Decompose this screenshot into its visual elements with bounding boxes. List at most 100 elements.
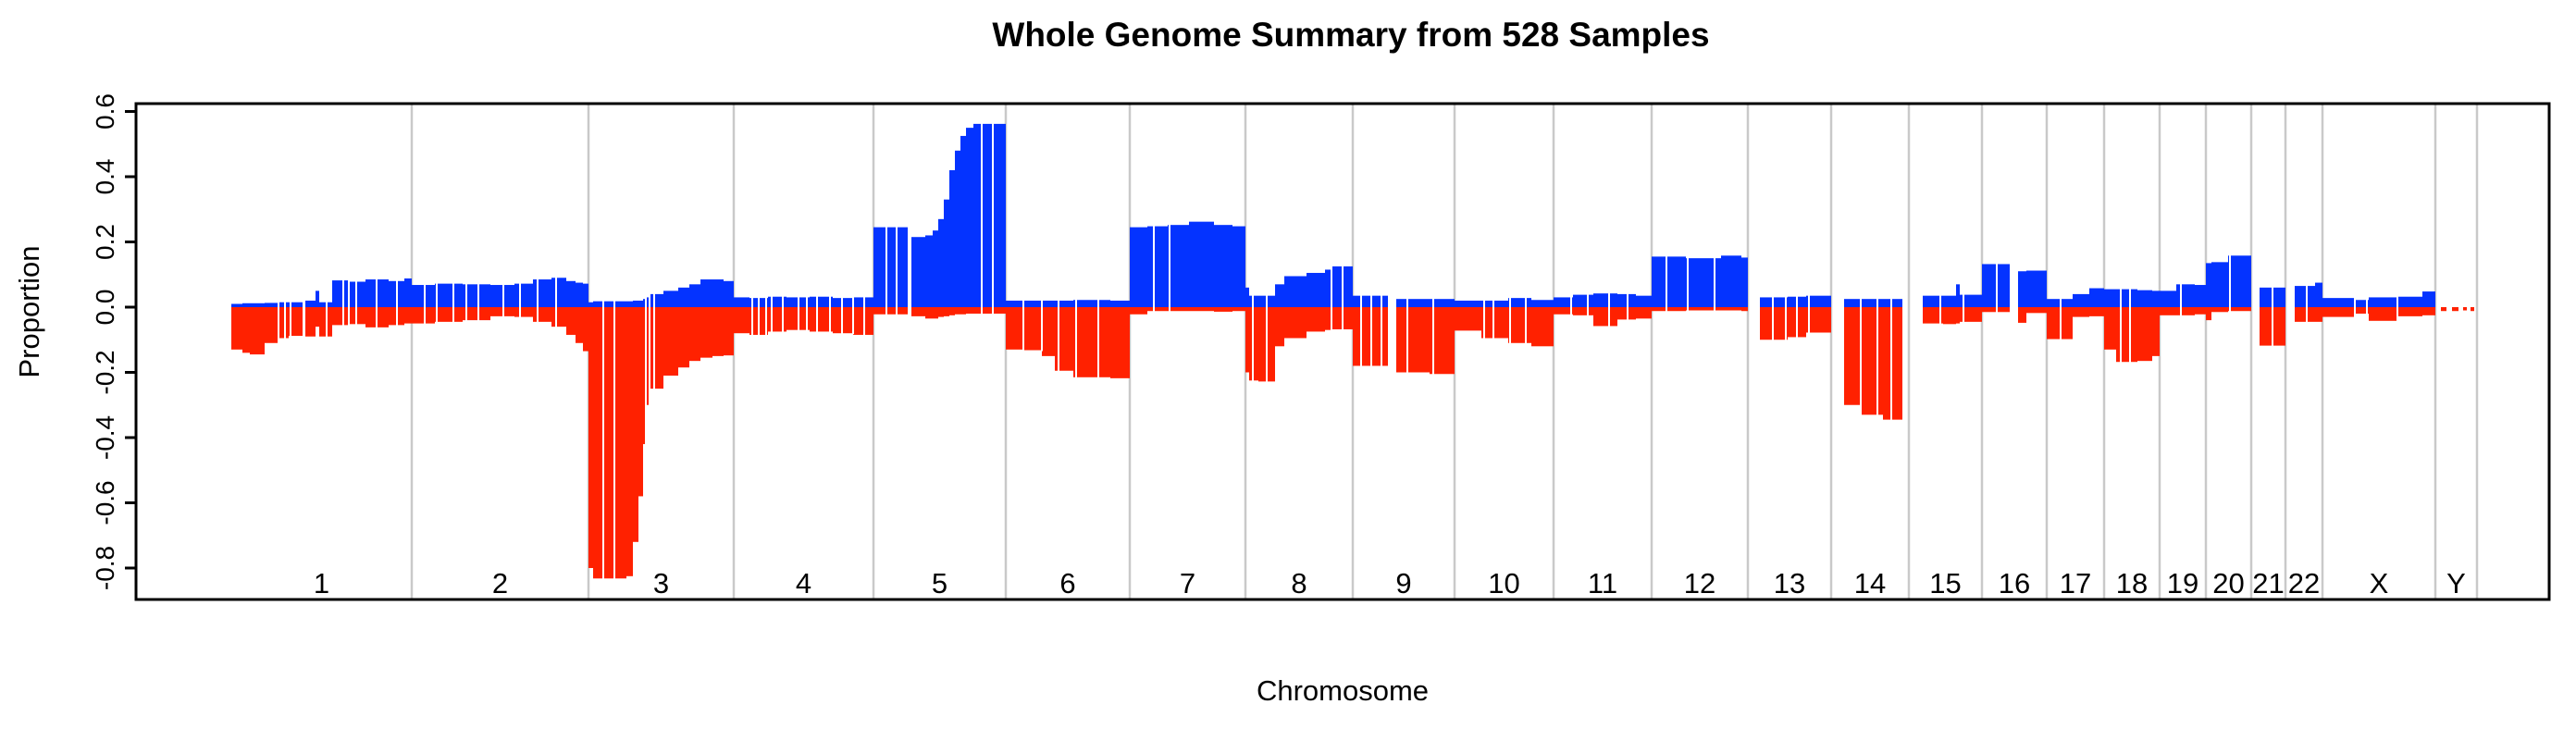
probe-gap — [348, 279, 350, 327]
probe-gap — [537, 278, 539, 323]
loss-bar — [2369, 307, 2398, 321]
loss-bar — [576, 307, 583, 343]
gain-bar — [724, 280, 734, 307]
probe-gap — [1608, 292, 1610, 327]
gain-bar — [949, 169, 955, 307]
gain-bar — [2073, 293, 2089, 307]
loss-bar — [1943, 307, 1956, 325]
gain-bar — [1006, 300, 1023, 307]
gain-bar — [1055, 300, 1073, 307]
gain-bar — [944, 199, 949, 307]
loss-bar — [2452, 307, 2458, 312]
gain-bar — [551, 278, 566, 307]
loss-bar — [2315, 307, 2322, 322]
loss-bar — [305, 307, 316, 337]
loss-bar — [2018, 307, 2026, 323]
probe-gap — [1714, 257, 1715, 312]
gain-bar — [2104, 289, 2116, 307]
chart-generated-layers: 0.60.40.20.0-0.2-0.4-0.6-0.8 1 2 3 4 5 6 7 8 9 10 1… — [91, 93, 2551, 601]
probe-gap — [806, 296, 808, 331]
chromosome-label: 7 — [1180, 567, 1195, 599]
chromosome-label: Y — [2446, 567, 2466, 599]
probe-gap — [1996, 263, 1998, 314]
gain-bar — [1531, 300, 1554, 307]
loss-bar — [332, 307, 349, 326]
gain-bar — [2315, 282, 2322, 307]
loss-bar — [2104, 307, 2116, 350]
probe-gap — [2272, 286, 2273, 347]
chromosome-label: 22 — [2288, 567, 2320, 599]
probe-gap — [502, 284, 504, 317]
gain-bar — [1481, 300, 1508, 307]
probe-gap — [886, 226, 887, 315]
probe-gap — [555, 277, 557, 328]
loss-bar — [873, 307, 908, 315]
loss-bar — [1554, 307, 1573, 315]
loss-bar — [1130, 307, 1147, 315]
probe-gap — [1153, 225, 1155, 313]
chromosome-label: 4 — [796, 567, 811, 599]
gain-bar — [1652, 256, 1686, 307]
x-axis-label: Chromosome — [1257, 674, 1429, 707]
loss-bar — [689, 307, 700, 362]
gain-bar — [2322, 298, 2355, 307]
gain-bar — [960, 135, 966, 307]
loss-bar — [1883, 307, 1902, 420]
loss-bar — [966, 307, 973, 315]
gain-bar — [1275, 284, 1284, 307]
probe-gap — [1785, 296, 1787, 341]
loss-bar — [2463, 307, 2467, 311]
loss-bar — [955, 307, 960, 315]
probe-gap — [452, 282, 454, 323]
loss-bar — [463, 307, 490, 321]
loss-bar — [2322, 307, 2355, 317]
gain-bar — [1189, 221, 1214, 307]
chromosome-label: 10 — [1488, 567, 1519, 599]
chromosome-label: 1 — [314, 567, 329, 599]
probe-gap — [771, 295, 773, 333]
loss-bar — [633, 307, 638, 542]
gain-bar — [588, 302, 593, 307]
probe-gap — [1370, 294, 1372, 367]
loss-bar — [734, 307, 749, 334]
gain-bar — [1325, 269, 1332, 307]
probe-gap — [981, 122, 983, 315]
probe-gap — [1890, 298, 1892, 421]
gain-bar — [576, 282, 583, 307]
probe-gap — [436, 282, 438, 323]
probe-gap — [2354, 297, 2356, 318]
probe-gap — [645, 298, 647, 446]
probe-gap — [2060, 298, 2062, 340]
gain-bar — [2160, 290, 2176, 307]
gain-bar — [1593, 293, 1617, 307]
probe-gap — [798, 296, 799, 331]
loss-bar — [933, 307, 938, 319]
plot-box — [134, 102, 2551, 601]
gain-bar — [242, 303, 250, 307]
loss-bar — [1960, 307, 1982, 322]
gain-bar — [1960, 294, 1982, 307]
gain-bar — [638, 300, 643, 307]
probe-gap — [1525, 297, 1527, 344]
loss-bar — [1686, 307, 1721, 311]
loss-bar — [678, 307, 689, 368]
chromosome-label: 16 — [1999, 567, 2030, 599]
probe-gap — [1058, 299, 1059, 372]
probe-gap — [278, 302, 279, 344]
loss-bar — [1245, 307, 1249, 373]
gain-bar — [514, 283, 533, 307]
probe-gap — [376, 278, 378, 328]
gain-bar — [1455, 300, 1481, 307]
loss-bar — [2422, 307, 2435, 315]
loss-bar — [514, 307, 533, 317]
loss-bar — [583, 307, 588, 352]
probe-gap — [477, 283, 479, 322]
chromosome-label: 17 — [2060, 567, 2091, 599]
probe-gaps — [278, 122, 2398, 580]
loss-bar — [1636, 307, 1652, 319]
loss-bar — [593, 307, 626, 579]
y-tick-label: 0.4 — [91, 159, 119, 195]
loss-bar — [566, 307, 576, 335]
probe-gap — [1381, 294, 1382, 367]
